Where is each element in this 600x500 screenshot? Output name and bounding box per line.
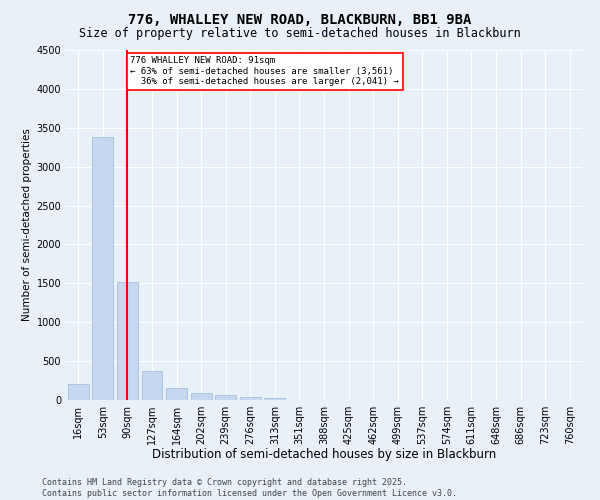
Bar [265,398,286,400]
Bar [68,384,89,400]
Bar [191,393,212,400]
Bar [117,282,138,400]
Text: Size of property relative to semi-detached houses in Blackburn: Size of property relative to semi-detach… [79,28,521,40]
Text: 776 WHALLEY NEW ROAD: 91sqm
← 63% of semi-detached houses are smaller (3,561)
  : 776 WHALLEY NEW ROAD: 91sqm ← 63% of sem… [130,56,399,86]
Bar [215,395,236,400]
Text: Contains HM Land Registry data © Crown copyright and database right 2025.
Contai: Contains HM Land Registry data © Crown c… [42,478,457,498]
Y-axis label: Number of semi-detached properties: Number of semi-detached properties [22,128,32,322]
X-axis label: Distribution of semi-detached houses by size in Blackburn: Distribution of semi-detached houses by … [152,448,496,462]
Text: 776, WHALLEY NEW ROAD, BLACKBURN, BB1 9BA: 776, WHALLEY NEW ROAD, BLACKBURN, BB1 9B… [128,12,472,26]
Bar [142,371,163,400]
Bar [166,388,187,400]
Bar [240,396,261,400]
Bar [92,137,113,400]
